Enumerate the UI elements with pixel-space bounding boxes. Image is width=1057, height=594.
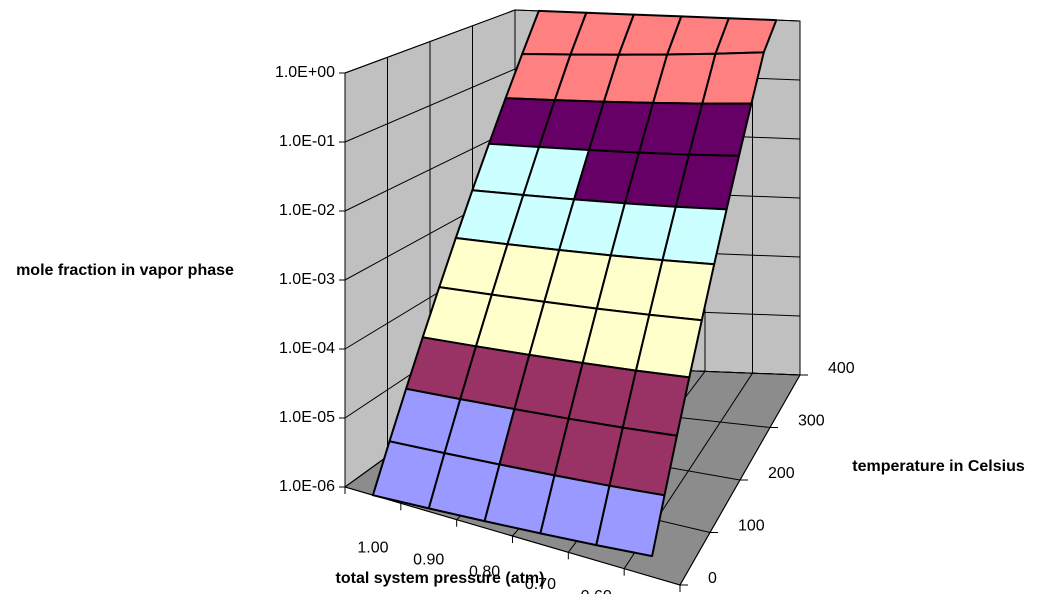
y-tick-label: 1.0E-01: [279, 133, 335, 150]
y-tick-label: 1.0E-02: [279, 202, 335, 219]
grid-line: [679, 374, 801, 586]
z-tick-label: 200: [768, 465, 795, 482]
x-tick-label: 0.80: [469, 564, 500, 581]
z-tick-label: 300: [798, 413, 825, 430]
x-axis-title: total system pressure (atm): [335, 570, 545, 587]
y-tick-label: 1.0E-03: [279, 271, 335, 288]
y-tick-label: 1.0E-06: [279, 478, 335, 495]
x-tick-label: 0.90: [413, 551, 444, 568]
z-tick-label: 400: [828, 360, 855, 377]
x-tick-label: 0.70: [525, 576, 556, 593]
z-tick-label: 100: [738, 518, 765, 535]
z-axis-title: temperature in Celsius: [852, 458, 1025, 475]
z-tick-label: 0: [708, 570, 717, 587]
y-tick-label: 1.0E+00: [275, 64, 335, 81]
x-tick-label: 0.60: [581, 588, 612, 594]
surface-cell: [595, 484, 666, 558]
y-tick-label: 1.0E-04: [279, 340, 335, 357]
surface-cell: [608, 426, 678, 497]
x-tick-label: 1.00: [357, 539, 388, 556]
y-tick-label: 1.0E-05: [279, 409, 335, 426]
y-axis-title: mole fraction in vapor phase: [16, 262, 234, 279]
surface-cell: [621, 369, 691, 437]
